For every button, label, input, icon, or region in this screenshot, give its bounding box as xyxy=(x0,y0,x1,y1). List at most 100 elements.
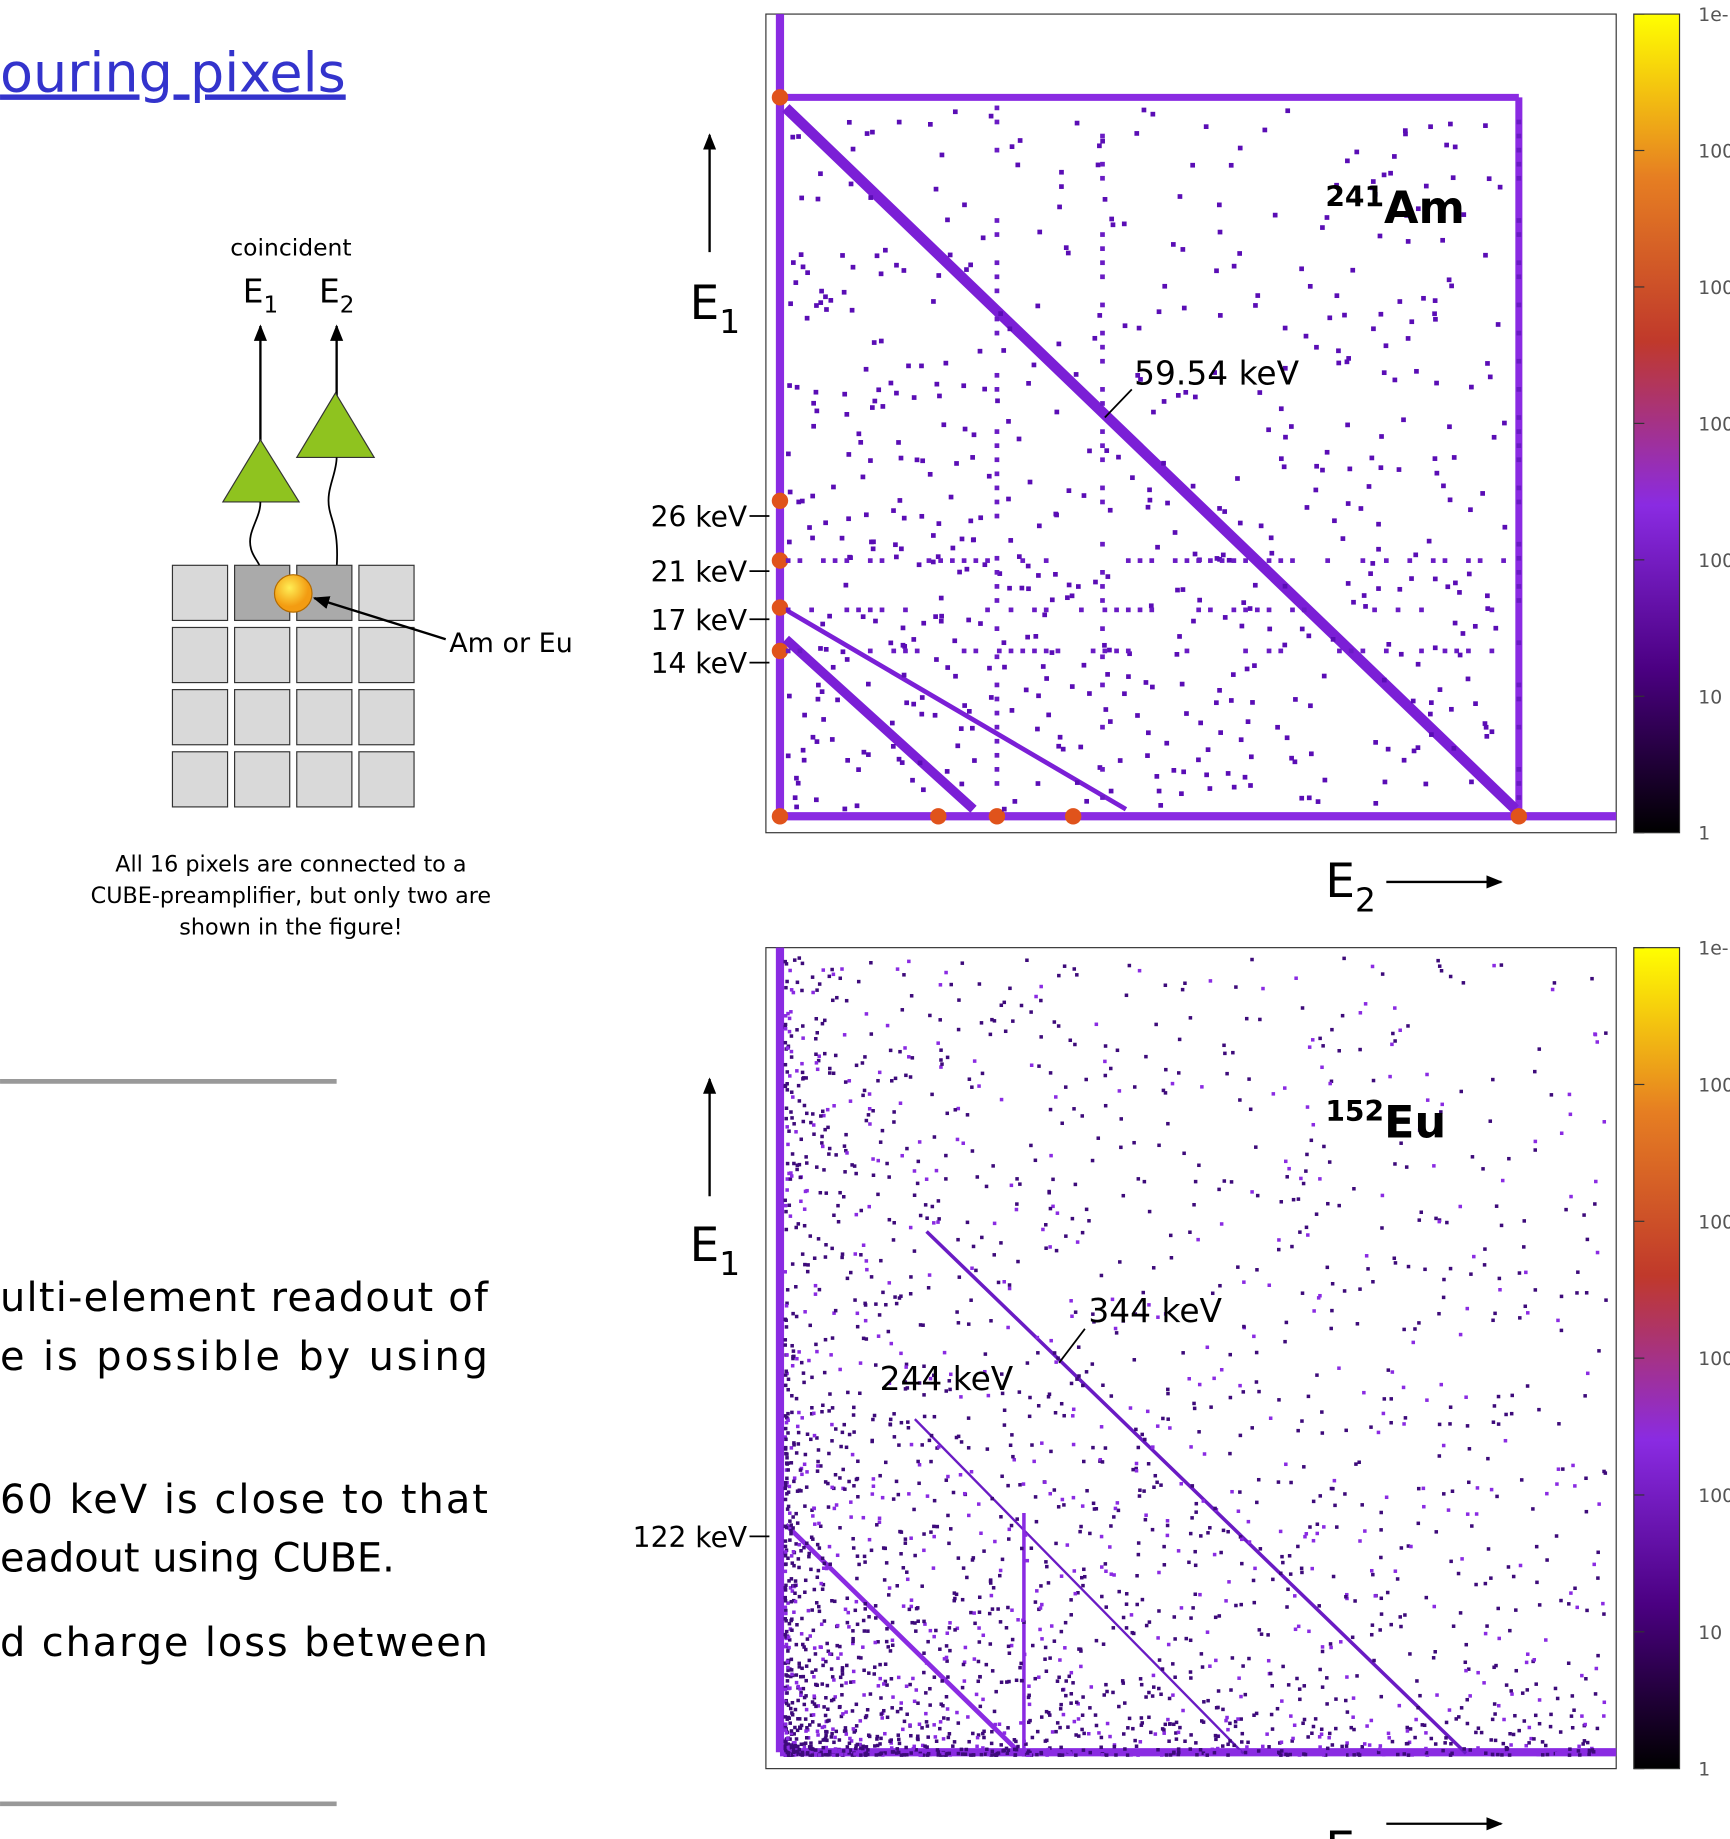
count xyxy=(929,1530,933,1534)
count xyxy=(1445,584,1450,589)
count xyxy=(794,1579,798,1583)
count xyxy=(909,1226,913,1230)
count xyxy=(991,1164,995,1168)
count xyxy=(928,122,933,127)
count xyxy=(897,1733,901,1737)
count xyxy=(982,387,987,392)
count xyxy=(896,1710,900,1714)
count xyxy=(1474,1583,1478,1587)
count xyxy=(877,1684,881,1688)
count xyxy=(1280,1740,1284,1744)
count xyxy=(878,1677,882,1681)
count xyxy=(871,546,876,551)
count xyxy=(847,120,852,125)
count xyxy=(1242,1325,1246,1329)
count xyxy=(1071,1681,1075,1685)
count xyxy=(1080,1114,1084,1118)
count xyxy=(1396,1753,1400,1757)
count xyxy=(1366,1267,1370,1271)
count xyxy=(794,1226,798,1230)
count xyxy=(794,1512,798,1516)
count xyxy=(907,1055,911,1059)
count xyxy=(787,1753,791,1757)
count xyxy=(800,1361,804,1365)
count xyxy=(1603,1120,1607,1124)
count xyxy=(858,1392,862,1396)
count xyxy=(1091,1446,1095,1450)
count xyxy=(1008,987,1012,991)
count xyxy=(913,1700,917,1704)
count xyxy=(952,638,957,643)
count xyxy=(790,1745,794,1749)
count xyxy=(1393,1162,1397,1166)
count xyxy=(1206,1753,1210,1757)
count xyxy=(1409,576,1414,581)
count xyxy=(1056,1721,1060,1725)
count xyxy=(1302,1465,1306,1469)
count xyxy=(1560,1131,1564,1135)
count xyxy=(879,1259,883,1263)
count xyxy=(1057,1505,1061,1509)
count xyxy=(925,1745,929,1749)
count xyxy=(1238,1098,1242,1102)
count xyxy=(967,709,972,714)
count xyxy=(977,1660,981,1664)
count xyxy=(929,1460,933,1464)
count xyxy=(997,1751,1001,1755)
count xyxy=(1037,230,1042,235)
count xyxy=(784,1586,788,1590)
title[interactable]: ouring pixels xyxy=(0,41,346,104)
count xyxy=(1059,1707,1063,1711)
count xyxy=(1173,1675,1177,1679)
count xyxy=(1155,1481,1159,1485)
count xyxy=(1525,1661,1529,1665)
count xyxy=(1534,1714,1538,1718)
count xyxy=(961,1752,965,1756)
count xyxy=(1571,1694,1575,1698)
count xyxy=(1104,1074,1108,1078)
count xyxy=(1177,1071,1181,1075)
count xyxy=(823,1749,827,1753)
count xyxy=(1008,1651,1012,1655)
count xyxy=(939,1058,943,1062)
count xyxy=(1161,461,1166,466)
count xyxy=(913,1554,917,1558)
count xyxy=(1551,988,1555,992)
count xyxy=(1141,1598,1145,1602)
count xyxy=(1070,1314,1074,1318)
count xyxy=(788,301,793,306)
count xyxy=(1075,780,1080,785)
count xyxy=(1239,1695,1243,1699)
count xyxy=(865,1012,869,1016)
count xyxy=(1388,1075,1392,1079)
count xyxy=(1217,688,1222,693)
count xyxy=(784,1563,788,1567)
axis-label: E2 xyxy=(1325,1822,1376,1839)
count xyxy=(1191,1606,1195,1610)
count xyxy=(1054,1411,1058,1415)
output-label: E2 xyxy=(319,273,354,319)
count xyxy=(1081,1504,1085,1508)
count xyxy=(1466,677,1471,682)
count xyxy=(863,1560,867,1564)
count xyxy=(1047,1581,1051,1585)
count xyxy=(1544,1744,1548,1748)
count xyxy=(1448,1422,1452,1426)
count xyxy=(995,739,1000,744)
count xyxy=(1091,649,1096,654)
count xyxy=(1239,1603,1243,1607)
count xyxy=(857,980,861,984)
count xyxy=(1394,1569,1398,1573)
count xyxy=(944,1154,948,1158)
count xyxy=(1491,1753,1495,1757)
count xyxy=(862,1619,866,1623)
count xyxy=(1156,1748,1160,1752)
count xyxy=(1137,1541,1141,1545)
count xyxy=(1157,309,1162,314)
count xyxy=(1476,1746,1480,1750)
count xyxy=(988,1612,992,1616)
count xyxy=(800,1062,804,1066)
count xyxy=(812,1675,816,1679)
count xyxy=(978,982,982,986)
count xyxy=(823,1019,827,1023)
